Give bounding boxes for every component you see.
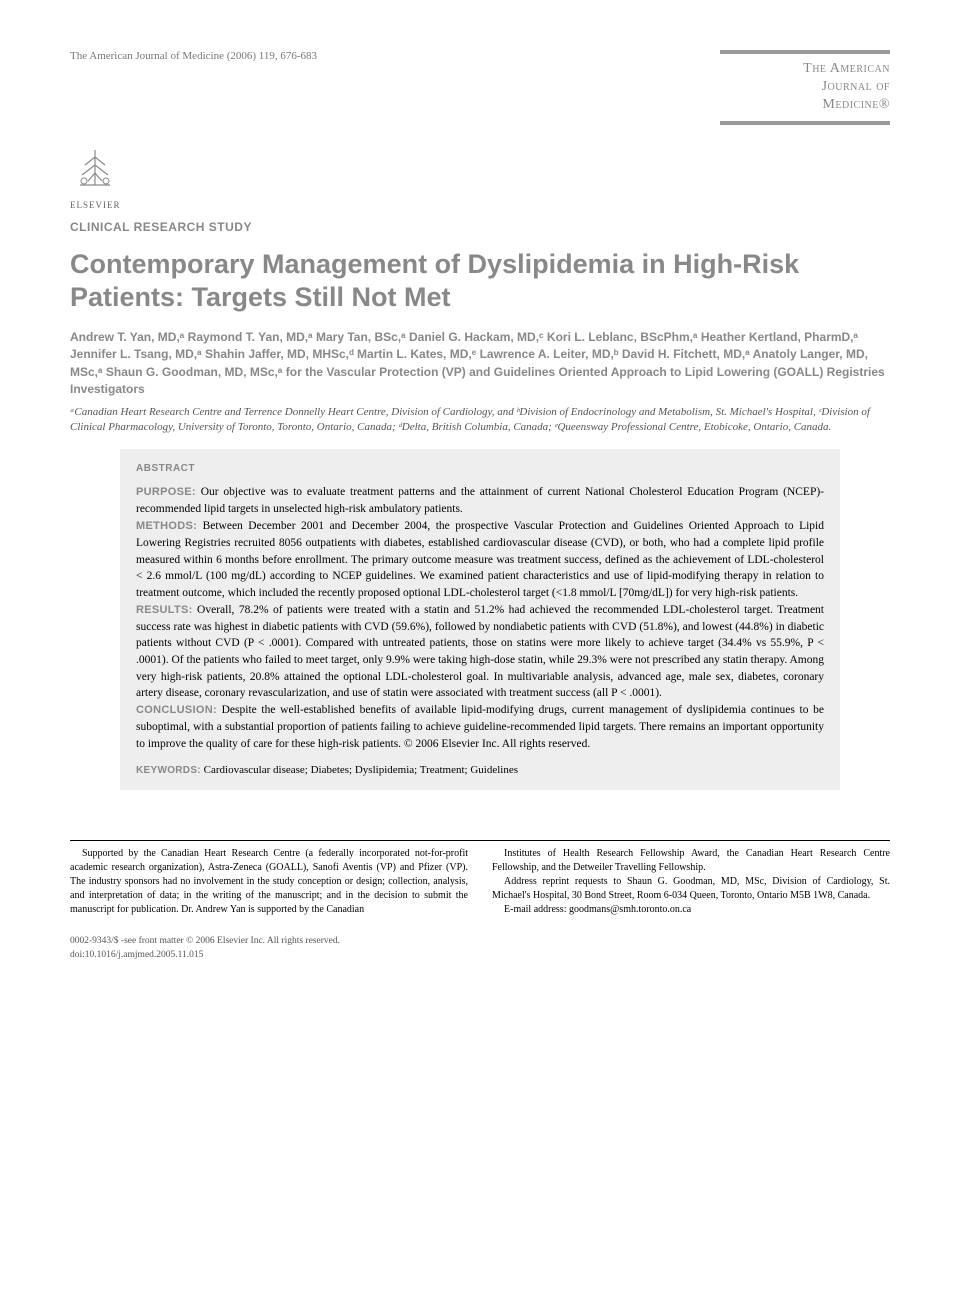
purpose-heading: PURPOSE: (136, 486, 196, 498)
elsevier-logo: ELSEVIER (70, 145, 890, 210)
authors-list: Andrew T. Yan, MD,ᵃ Raymond T. Yan, MD,ᵃ… (70, 329, 890, 399)
purpose-text: Our objective was to evaluate treatment … (136, 486, 824, 515)
footnotes: Supported by the Canadian Heart Research… (70, 840, 890, 917)
footnote-right-column: Institutes of Health Research Fellowship… (492, 847, 890, 917)
footer-doi: doi:10.1016/j.amjmed.2005.11.015 (70, 949, 890, 962)
conclusion-heading: CONCLUSION: (136, 704, 217, 716)
brand-line-3: Medicine® (720, 96, 890, 114)
footnote-fellowship: Institutes of Health Research Fellowship… (492, 847, 890, 875)
results-text: Overall, 78.2% of patients were treated … (136, 604, 824, 700)
abstract-conclusion: CONCLUSION: Despite the well-established… (136, 702, 824, 752)
journal-brand-box: The American Journal of Medicine® (720, 50, 890, 125)
results-heading: RESULTS: (136, 604, 193, 616)
abstract-methods: METHODS: Between December 2001 and Decem… (136, 518, 824, 602)
footnote-funding: Supported by the Canadian Heart Research… (70, 847, 468, 917)
abstract-box: ABSTRACT PURPOSE: Our objective was to e… (120, 449, 840, 790)
keywords-label: KEYWORDS: (136, 765, 201, 776)
footnote-left-column: Supported by the Canadian Heart Research… (70, 847, 468, 917)
abstract-results: RESULTS: Overall, 78.2% of patients were… (136, 602, 824, 702)
abstract-label: ABSTRACT (136, 463, 824, 474)
methods-heading: METHODS: (136, 520, 197, 532)
brand-line-1: The American (720, 60, 890, 78)
brand-line-2: Journal of (720, 78, 890, 96)
journal-reference: The American Journal of Medicine (2006) … (70, 50, 317, 62)
article-type: CLINICAL RESEARCH STUDY (70, 220, 890, 234)
methods-text: Between December 2001 and December 2004,… (136, 520, 824, 599)
abstract-purpose: PURPOSE: Our objective was to evaluate t… (136, 484, 824, 518)
footer-copyright: 0002-9343/$ -see front matter © 2006 Els… (70, 935, 890, 948)
journal-header: The American Journal of Medicine (2006) … (70, 50, 890, 125)
elsevier-text: ELSEVIER (70, 200, 890, 210)
conclusion-text: Despite the well-established benefits of… (136, 704, 824, 750)
footer-bar: 0002-9343/$ -see front matter © 2006 Els… (70, 935, 890, 962)
keywords-text: Cardiovascular disease; Diabetes; Dyslip… (204, 764, 518, 776)
article-title: Contemporary Management of Dyslipidemia … (70, 248, 890, 316)
footnote-email: E-mail address: goodmans@smh.toronto.on.… (492, 903, 890, 917)
affiliations: ᵃCanadian Heart Research Centre and Terr… (70, 405, 890, 436)
keywords-row: KEYWORDS: Cardiovascular disease; Diabet… (136, 764, 824, 776)
footnote-reprint-address: Address reprint requests to Shaun G. Goo… (492, 875, 890, 903)
elsevier-tree-icon (70, 145, 120, 200)
